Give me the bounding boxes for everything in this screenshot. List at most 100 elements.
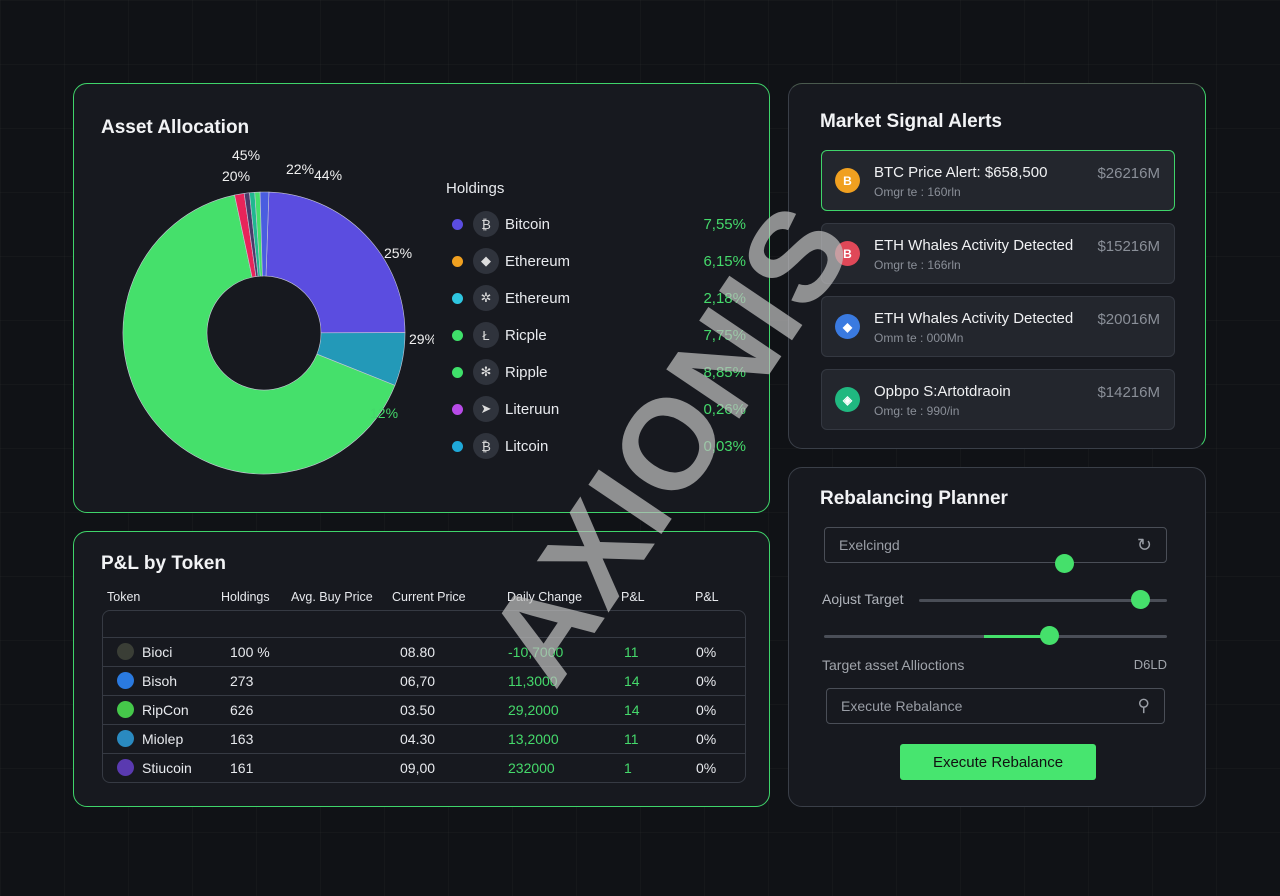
alert-item[interactable]: ◈ Opbpo S:Artotdraoin Omg: te : 990/in $… <box>821 369 1175 430</box>
rebalance-search-field[interactable]: Execute Rebalance ⚲ <box>826 688 1165 724</box>
holding-name: Litcoin <box>505 437 549 455</box>
token-name: Bioci <box>142 644 173 660</box>
holdings-cell: 626 <box>230 702 254 718</box>
alert-title: BTC Price Alert: $658,500 <box>874 164 1048 181</box>
bitcoin-icon: ₿ <box>473 433 499 459</box>
table-row[interactable]: RipCon 626 03.50 29,2000 14 0% <box>103 695 745 724</box>
search-placeholder: Execute Rebalance <box>841 698 963 714</box>
ethereum-icon: ◆ <box>835 314 860 339</box>
holding-item[interactable]: ✻ Ripple 8,85% <box>446 357 746 387</box>
pnl-cell: 14 <box>624 673 640 689</box>
holding-item[interactable]: Ł Ricple 7,75% <box>446 320 746 350</box>
holding-name: Literuun <box>505 400 560 418</box>
execute-rebalance-button[interactable]: Execute Rebalance <box>900 744 1096 780</box>
current-price-cell: 08.80 <box>400 644 436 660</box>
holding-name: Ethereum <box>505 289 571 307</box>
donut-slice[interactable] <box>265 191 406 334</box>
daily-change-cell: 232000 <box>508 760 555 776</box>
alert-title: ETH Whales Activity Detected <box>874 310 1074 327</box>
alert-title: ETH Whales Activity Detected <box>874 237 1074 254</box>
pnl-percent-cell: 0% <box>696 760 717 776</box>
holding-item[interactable]: ✲ Ethereum 2,18% <box>446 283 746 313</box>
holding-percent: 0,26% <box>703 400 746 418</box>
legend-dot <box>452 329 463 341</box>
slice-label: 45% <box>232 147 260 163</box>
alert-value: $14216M <box>1097 384 1160 401</box>
search-icon[interactable]: ⚲ <box>1137 696 1150 715</box>
target-allocations-label: Target asset Allioctions <box>822 657 965 673</box>
panel-title: P&L by Token <box>101 553 226 574</box>
column-header[interactable]: Avg. Buy Price <box>291 590 373 604</box>
daily-change-cell: -10,7000 <box>508 644 564 660</box>
alert-item[interactable]: ◆ ETH Whales Activity Detected Omm te : … <box>821 296 1175 357</box>
donut-slice[interactable] <box>122 194 396 475</box>
adjust-target-handle[interactable] <box>1131 590 1150 609</box>
holding-item[interactable]: ◆ Ethereum 6,15% <box>446 246 746 276</box>
token-icon <box>117 730 134 747</box>
column-header[interactable]: Daily Change <box>507 590 583 604</box>
legend-dot <box>452 255 463 267</box>
holding-name: Ethereum <box>505 252 571 270</box>
column-header[interactable]: Token <box>107 590 141 604</box>
pnl-cell: 11 <box>624 731 639 747</box>
pnl-panel: P&L by Token Token Holdings Avg. Buy Price… <box>73 531 770 807</box>
slider-handle-1[interactable] <box>1055 554 1074 573</box>
current-price-cell: 09,00 <box>400 760 436 776</box>
holding-item[interactable]: ➤ Literuun 0,26% <box>446 394 746 424</box>
pnl-cell: 1 <box>624 760 632 776</box>
table-row[interactable]: Bisoh 273 06,70 11,3000 14 0% <box>103 666 745 695</box>
holding-percent: 7,75% <box>703 326 746 344</box>
alert-item[interactable]: B ETH Whales Activity Detected Omgr te :… <box>821 223 1175 284</box>
pnl-table: Bioci 100 % 08.80 -10,7000 11 0% Bisoh 2… <box>102 610 746 783</box>
donut-slice[interactable] <box>259 191 270 277</box>
column-header[interactable]: Current Price <box>392 590 466 604</box>
adjust-target-slider[interactable] <box>919 599 1167 602</box>
alert-icon: B <box>835 241 860 266</box>
holding-percent: 7,55% <box>703 215 746 233</box>
alert-subtitle: Omgr te : 166rln <box>874 258 961 272</box>
holdings-title: Holdings <box>446 180 505 197</box>
token-name: Miolep <box>142 731 184 747</box>
bitcoin-icon: B <box>835 168 860 193</box>
pnl-percent-cell: 0% <box>696 673 717 689</box>
column-header[interactable]: P&L <box>695 590 719 604</box>
litecoin-icon: Ł <box>473 322 499 348</box>
legend-dot <box>452 218 463 230</box>
token-icon <box>117 701 134 718</box>
panel-title: Rebalancing Planner <box>820 488 1008 509</box>
table-row[interactable]: Bioci 100 % 08.80 -10,7000 11 0% <box>103 637 745 666</box>
alert-subtitle: Omm te : 000Mn <box>874 331 964 345</box>
slice-label: 22% <box>286 161 314 177</box>
refresh-icon[interactable]: ↻ <box>1136 534 1152 555</box>
strategy-field[interactable]: Exelcingd ↻ <box>824 527 1167 563</box>
target-allocations-value: D6LD <box>1133 657 1167 672</box>
allocation-handle[interactable] <box>1040 626 1059 645</box>
holding-item[interactable]: ₿ Litcoin 0,03% <box>446 431 746 461</box>
legend-dot <box>452 403 463 415</box>
market-signal-panel: Market Signal Alerts B BTC Price Alert: … <box>788 83 1206 449</box>
table-row[interactable]: Miolep 163 04.30 13,2000 11 0% <box>103 724 745 753</box>
token-icon <box>117 672 134 689</box>
pnl-percent-cell: 0% <box>696 702 717 718</box>
holdings-cell: 163 <box>230 731 254 747</box>
token-name: Bisoh <box>142 673 178 689</box>
daily-change-cell: 29,2000 <box>508 702 559 718</box>
ethereum-icon: ◆ <box>473 248 499 274</box>
alert-item[interactable]: B BTC Price Alert: $658,500 Omgr te : 16… <box>821 150 1175 211</box>
table-row[interactable]: Stiucoin 161 09,00 232000 1 0% <box>103 753 745 782</box>
asset-allocation-panel: Asset Allocation 25% 29% 12% 20% 45% 22%44% H… <box>73 83 770 513</box>
column-header[interactable]: Holdings <box>221 590 270 604</box>
strategy-value: Exelcingd <box>839 537 900 553</box>
column-header[interactable]: P&L <box>621 590 645 604</box>
pnl-percent-cell: 0% <box>696 644 717 660</box>
holding-percent: 6,15% <box>703 252 746 270</box>
token-icon: ◈ <box>835 387 860 412</box>
slice-label: 20% <box>222 168 250 184</box>
token-icon <box>117 643 134 660</box>
holding-item[interactable]: ₿ Bitcoin 7,55% <box>446 209 746 239</box>
slice-label: 29% <box>409 331 434 347</box>
holdings-cell: 161 <box>230 760 254 776</box>
allocation-slider[interactable] <box>824 635 1167 638</box>
token-name: RipCon <box>142 702 189 718</box>
token-icon: ✲ <box>473 285 499 311</box>
